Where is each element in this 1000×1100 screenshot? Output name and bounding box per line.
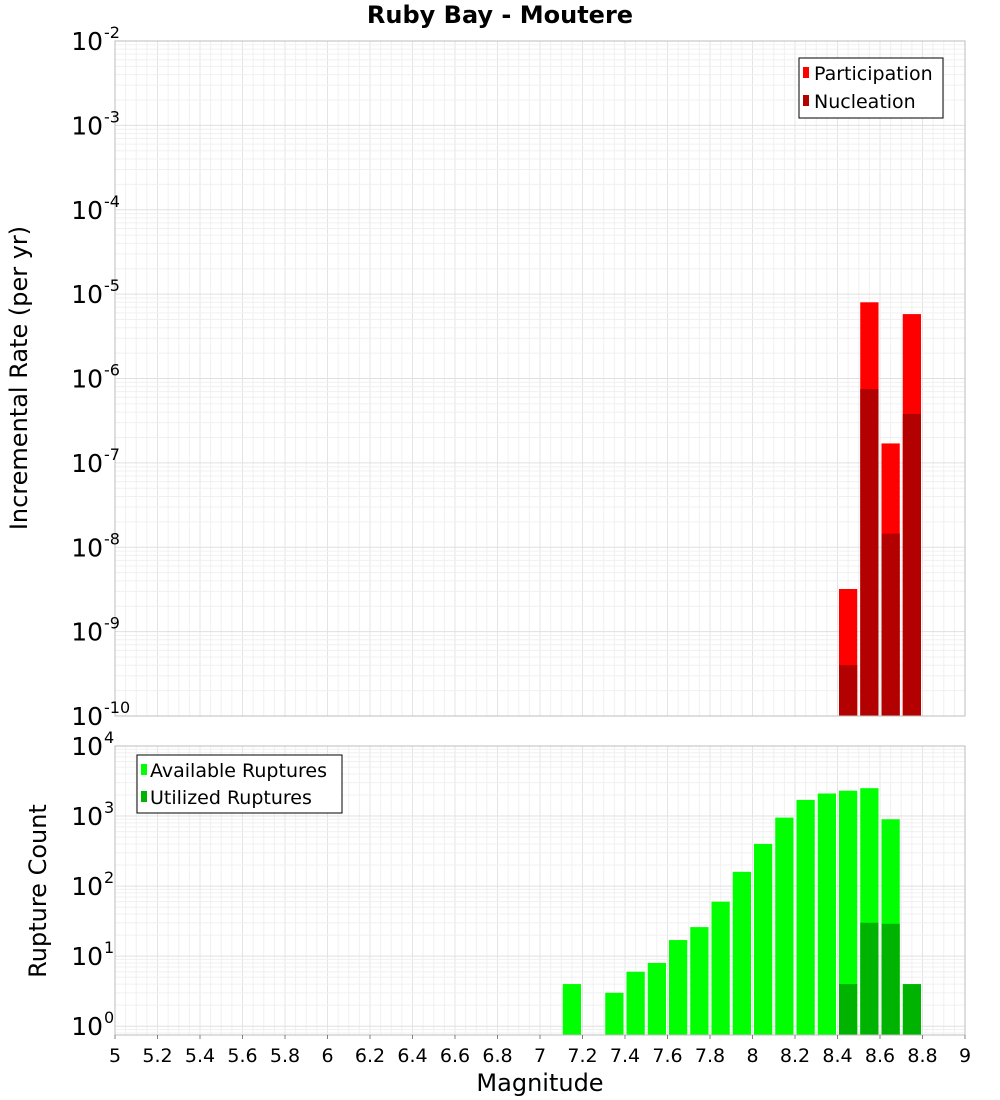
bar-available-ruptures-8 bbox=[754, 843, 773, 1035]
x-tick-label: 7.4 bbox=[610, 1045, 640, 1067]
x-axis-label: Magnitude bbox=[476, 1069, 603, 1097]
bar-available-ruptures-2 bbox=[626, 971, 645, 1035]
bar-nucleation-0 bbox=[839, 665, 858, 716]
bar-available-ruptures-5 bbox=[690, 927, 709, 1035]
x-tick-label: 6.6 bbox=[440, 1045, 470, 1067]
y-tick-exponent: -4 bbox=[104, 192, 120, 211]
bar-utilized-ruptures-1 bbox=[860, 922, 879, 1035]
legend-label-available: Available Ruptures bbox=[150, 760, 327, 782]
count-legend: Available Ruptures Utilized Ruptures bbox=[136, 754, 343, 814]
y-tick-exponent: 0 bbox=[104, 1008, 114, 1027]
y-tick-label: 10 bbox=[71, 111, 103, 140]
x-tick-label: 7.6 bbox=[652, 1045, 682, 1067]
y-tick-label: 10 bbox=[71, 732, 103, 761]
legend-swatch-utilized bbox=[141, 791, 147, 802]
x-tick-label: 6.4 bbox=[397, 1045, 427, 1067]
bar-available-ruptures-6 bbox=[711, 901, 730, 1035]
legend-label-participation: Participation bbox=[814, 63, 933, 85]
y-tick-label: 10 bbox=[71, 533, 103, 562]
y-tick-exponent: 2 bbox=[104, 868, 114, 887]
x-tick-label: 7 bbox=[534, 1045, 546, 1067]
y-tick-exponent: -6 bbox=[104, 361, 120, 380]
bar-nucleation-1 bbox=[860, 389, 879, 716]
x-tick-label: 5.6 bbox=[227, 1045, 257, 1067]
y-tick-label: 10 bbox=[71, 802, 103, 831]
y-tick-label: 10 bbox=[71, 702, 103, 731]
bar-available-ruptures-4 bbox=[669, 940, 688, 1035]
bar-utilized-ruptures-2 bbox=[881, 923, 900, 1035]
count-legend-box bbox=[136, 754, 343, 814]
y-tick-label: 10 bbox=[71, 942, 103, 971]
x-tick-label: 5.8 bbox=[270, 1045, 300, 1067]
rate-grid bbox=[114, 40, 966, 717]
x-tick-label: 8.8 bbox=[907, 1045, 937, 1067]
rate-legend-box bbox=[798, 57, 944, 119]
x-tick-label: 8.2 bbox=[780, 1045, 810, 1067]
bar-utilized-ruptures-3 bbox=[902, 984, 921, 1035]
bar-available-ruptures-10 bbox=[796, 799, 815, 1035]
y-tick-label: 10 bbox=[71, 872, 103, 901]
x-tick-label: 5 bbox=[109, 1045, 121, 1067]
count-bars bbox=[562, 788, 921, 1035]
bar-available-ruptures-12 bbox=[839, 790, 858, 1035]
y-tick-exponent: -2 bbox=[104, 23, 120, 42]
x-tick-label: 5.4 bbox=[185, 1045, 215, 1067]
y-tick-label: 10 bbox=[71, 365, 103, 394]
x-tick-label: 8.4 bbox=[822, 1045, 852, 1067]
y-tick-exponent: -10 bbox=[104, 698, 130, 717]
y-tick-label: 10 bbox=[71, 1012, 103, 1041]
rate-y-axis-label: Incremental Rate (per yr) bbox=[5, 226, 33, 530]
x-tick-label: 5.2 bbox=[142, 1045, 172, 1067]
rate-bars bbox=[839, 302, 921, 716]
y-tick-label: 10 bbox=[71, 449, 103, 478]
y-tick-label: 10 bbox=[71, 280, 103, 309]
x-tick-label: 8.6 bbox=[865, 1045, 895, 1067]
chart-title: Ruby Bay - Moutere bbox=[367, 1, 633, 29]
y-tick-label: 10 bbox=[71, 618, 103, 647]
y-tick-exponent: -5 bbox=[104, 276, 120, 295]
x-tick-label: 7.8 bbox=[695, 1045, 725, 1067]
y-tick-exponent: -8 bbox=[104, 529, 120, 548]
bar-available-ruptures-3 bbox=[647, 962, 666, 1035]
bar-utilized-ruptures-0 bbox=[839, 984, 858, 1035]
y-tick-exponent: 4 bbox=[104, 728, 114, 747]
y-tick-exponent: 3 bbox=[104, 798, 114, 817]
x-tick-label: 6.8 bbox=[482, 1045, 512, 1067]
x-tick-label: 9 bbox=[959, 1045, 971, 1067]
legend-swatch-available bbox=[141, 764, 147, 775]
x-tick-label: 6 bbox=[321, 1045, 333, 1067]
rate-plot-border bbox=[114, 40, 966, 717]
bar-available-ruptures-11 bbox=[817, 793, 836, 1035]
legend-swatch-nucleation bbox=[803, 95, 809, 106]
rate-panel: 10-210-310-410-510-610-710-810-910-10 In… bbox=[5, 23, 966, 731]
count-y-axis-label: Rupture Count bbox=[24, 804, 52, 978]
x-tick-labels: 5 5.2 5.4 5.6 5.8 6 6.2 6.4 6.6 6.8 7 7.2 7.4 7.6 7.8 8… bbox=[109, 1035, 971, 1067]
x-tick-label: 8 bbox=[746, 1045, 758, 1067]
legend-swatch-participation bbox=[803, 67, 809, 78]
bar-available-ruptures-1 bbox=[605, 992, 624, 1035]
bar-nucleation-3 bbox=[902, 413, 921, 716]
bar-nucleation-2 bbox=[881, 533, 900, 716]
bar-available-ruptures-7 bbox=[732, 871, 751, 1035]
legend-label-utilized: Utilized Ruptures bbox=[150, 787, 312, 809]
rate-y-tick-labels: 10-210-310-410-510-610-710-810-910-10 bbox=[71, 23, 130, 731]
x-tick-label: 7.2 bbox=[567, 1045, 597, 1067]
rate-legend: Participation Nucleation bbox=[798, 57, 944, 119]
y-tick-exponent: 1 bbox=[104, 938, 114, 957]
legend-label-nucleation: Nucleation bbox=[814, 91, 916, 113]
x-tick-label: 6.2 bbox=[355, 1045, 385, 1067]
y-tick-exponent: -7 bbox=[104, 445, 120, 464]
y-tick-exponent: -9 bbox=[104, 614, 120, 633]
bar-available-ruptures-9 bbox=[775, 817, 794, 1035]
y-tick-label: 10 bbox=[71, 27, 103, 56]
bar-available-ruptures-0 bbox=[562, 984, 581, 1035]
y-tick-label: 10 bbox=[71, 196, 103, 225]
y-tick-exponent: -3 bbox=[104, 107, 120, 126]
